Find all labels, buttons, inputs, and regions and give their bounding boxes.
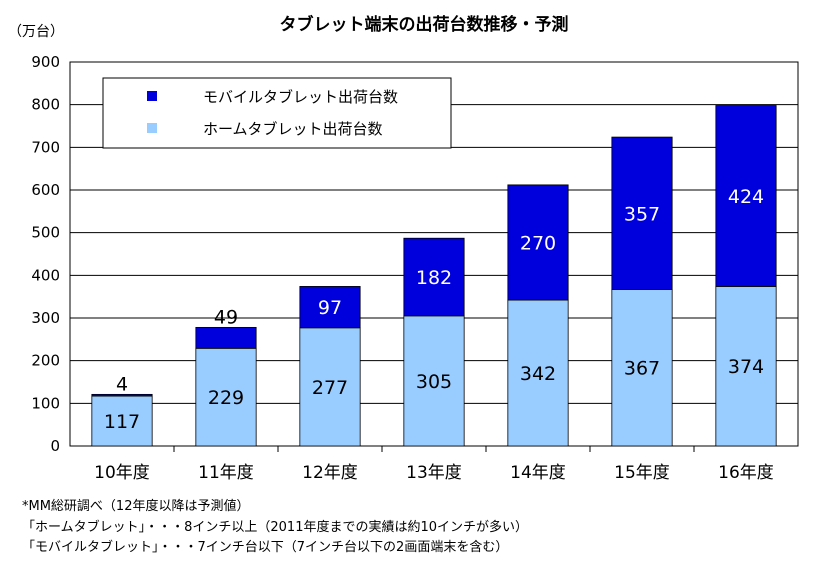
y-tick-label: 900: [31, 53, 60, 71]
data-label: 424: [728, 186, 764, 208]
data-label: 117: [104, 411, 140, 433]
y-tick-label: 200: [31, 352, 60, 370]
bar-segment: [195, 347, 257, 447]
x-tick-label: 12年度: [302, 463, 358, 483]
legend-swatch: [147, 91, 157, 101]
data-label: 374: [728, 356, 764, 378]
data-label: 49: [214, 306, 238, 328]
x-tick-label: 13年度: [406, 463, 462, 483]
bar-segment: [91, 393, 153, 397]
bar-segment: [403, 237, 465, 317]
legend-entry: ホームタブレット出荷台数: [203, 120, 383, 138]
y-tick-label: 700: [31, 138, 60, 156]
y-tick-label: 500: [31, 224, 60, 242]
bar-segment: [403, 315, 465, 447]
data-label: 97: [318, 297, 342, 319]
data-label: 305: [416, 371, 452, 393]
data-label: 182: [416, 267, 452, 289]
bar-segment: [715, 105, 777, 287]
footnote-home-tablet: 「ホームタブレット」・・・8インチ以上（2011年度までの実績は約10インチが多…: [22, 519, 529, 535]
bar-segment: [299, 327, 361, 447]
bar-segment: [715, 286, 777, 447]
data-label: 357: [624, 203, 660, 225]
x-tick-label: 10年度: [94, 463, 150, 483]
x-axis-ticks: 10年度 11年度 12年度 13年度 14年度 15年度 16年度: [94, 446, 774, 483]
bar-segment: [611, 136, 673, 290]
footnote-source: *MM総研調べ（12年度以降は予測値）: [22, 499, 250, 514]
y-tick-label: 300: [31, 309, 60, 327]
legend-box: [102, 77, 452, 149]
legend-entry: モバイルタブレット出荷台数: [203, 88, 398, 106]
data-label: 229: [208, 387, 244, 409]
y-tick-label: 400: [31, 266, 60, 284]
y-tick-label: 0: [50, 437, 60, 455]
x-tick-label: 15年度: [614, 463, 670, 483]
x-tick-label: 14年度: [510, 463, 566, 483]
y-axis-unit-label: （万台）: [8, 24, 64, 40]
gridlines: [70, 104, 798, 404]
bar-segment: [299, 286, 361, 329]
bars: 117 4 229 49 277 97 305 182 342 270 367 357 374 424: [91, 105, 777, 447]
footnote-mobile-tablet: 「モバイルタブレット」・・・7インチ台以下（7インチ台以下の2画面端末を含む）: [22, 540, 509, 555]
footnotes: *MM総研調べ（12年度以降は予測値） 「ホームタブレット」・・・8インチ以上（…: [22, 497, 528, 559]
chart-title: タブレット端末の出荷台数推移・予測: [280, 14, 569, 35]
data-label: 270: [520, 232, 556, 254]
y-axis-ticks: 0 100 200 300 400 500 600 700 800 900: [31, 53, 60, 455]
y-tick-label: 600: [31, 181, 60, 199]
x-tick-label: 16年度: [718, 463, 774, 483]
y-tick-label: 100: [31, 394, 60, 412]
data-label: 342: [520, 363, 556, 385]
data-label: 277: [312, 377, 348, 399]
bar-segment: [91, 395, 153, 447]
data-label: 4: [116, 373, 128, 395]
bar-segment: [507, 184, 569, 301]
bar-segment: [611, 289, 673, 447]
x-tick-label: 11年度: [198, 463, 254, 483]
data-label: 367: [624, 358, 660, 380]
bar-segment: [195, 326, 257, 349]
legend-swatch: [147, 123, 157, 133]
y-tick-label: 800: [31, 96, 60, 114]
